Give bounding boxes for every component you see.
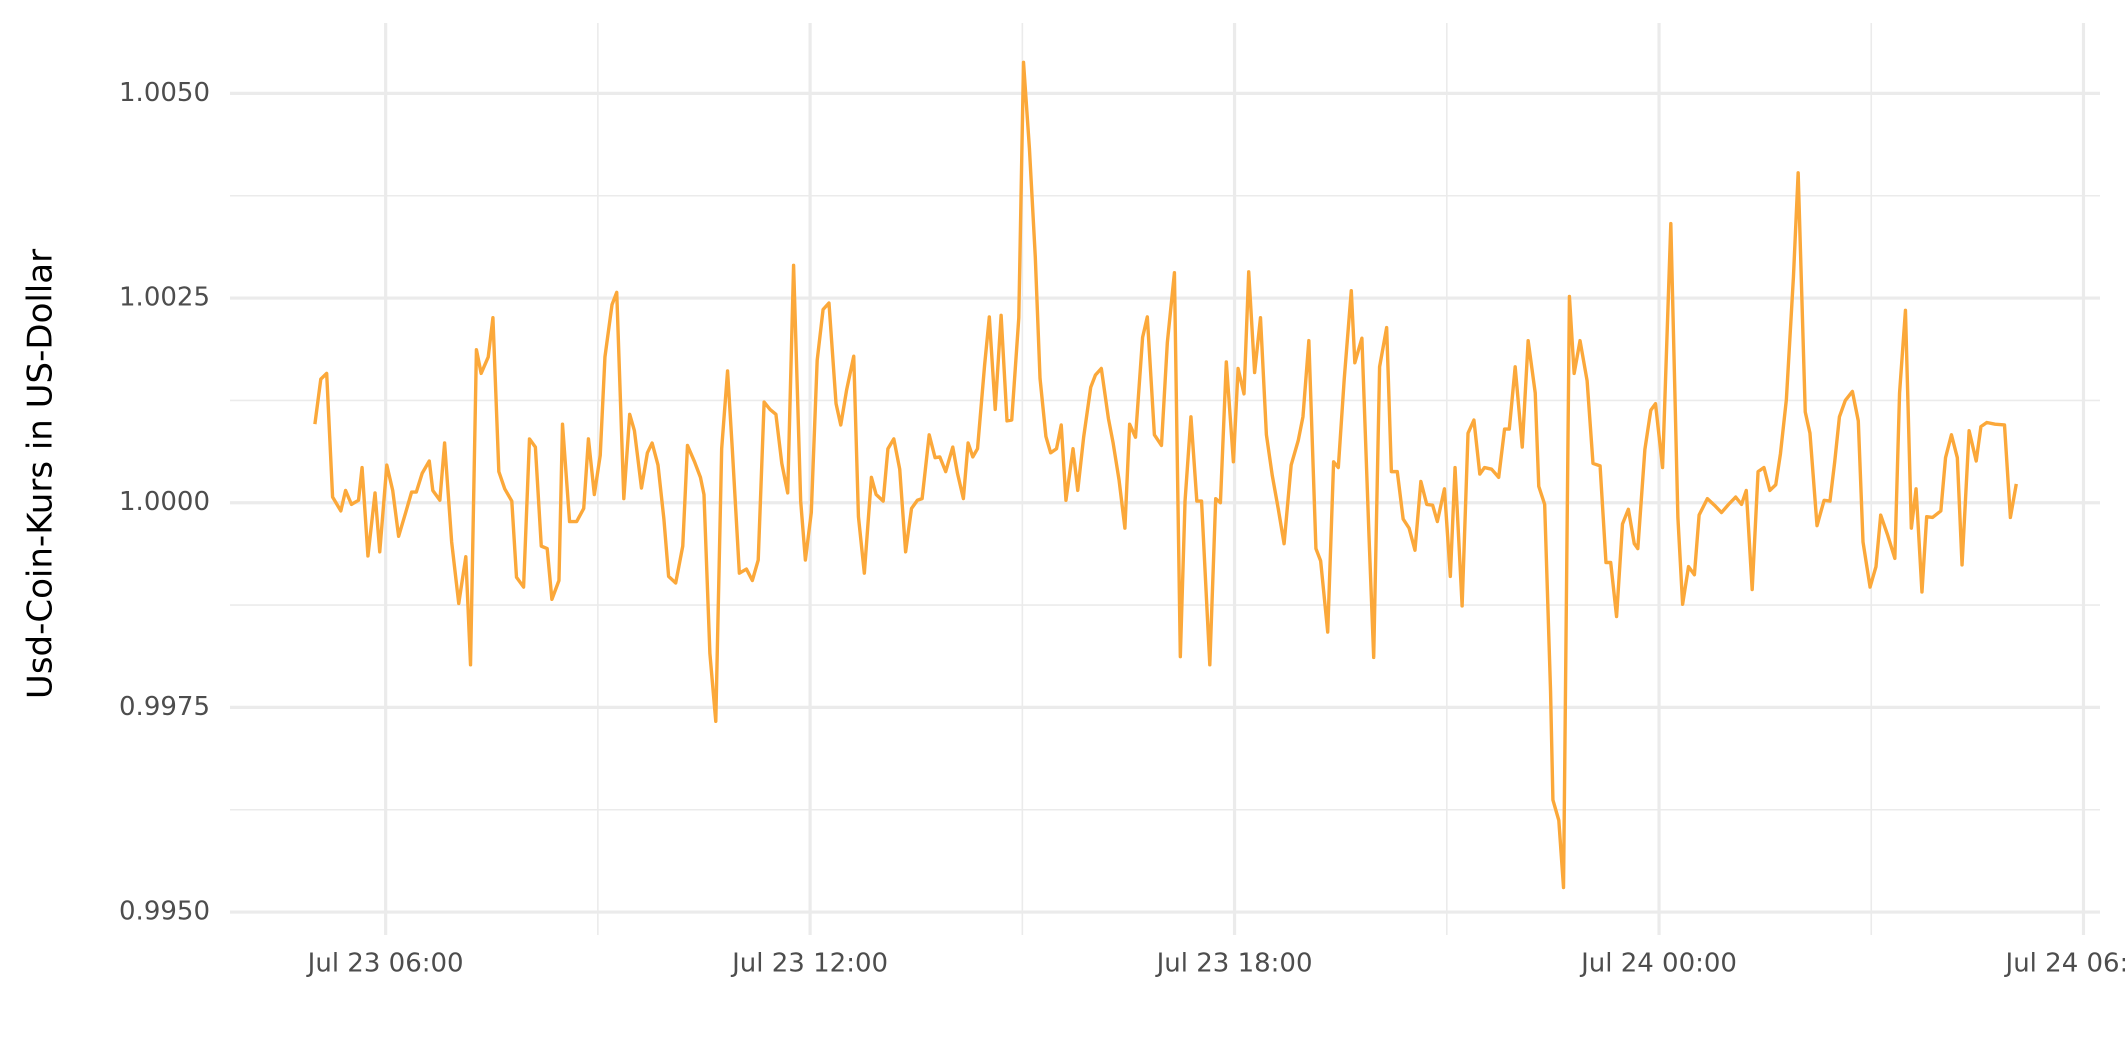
price-line — [313, 60, 2018, 890]
x-tick-label: Jul 24 00:00 — [1579, 949, 1737, 979]
y-tick-label: 1.0000 — [119, 487, 210, 517]
y-tick-label: 0.9950 — [119, 897, 210, 927]
y-tick-label: 0.9975 — [119, 692, 210, 722]
y-axis-title: Usd-Coin-Kurs in US-Dollar — [21, 249, 61, 699]
plot-area — [313, 60, 2018, 890]
y-tick-label: 1.0050 — [119, 78, 210, 108]
axis-labels: 0.9950 0.9975 1.0000 1.0025 1.0050 Jul 23 06:… — [119, 78, 2125, 979]
x-tick-label: Jul 24 06:00 — [2004, 949, 2125, 979]
y-tick-label: 1.0025 — [119, 283, 210, 313]
x-tick-label: Jul 23 06:00 — [306, 949, 464, 979]
x-tick-label: Jul 23 12:00 — [730, 949, 888, 979]
x-tick-label: Jul 23 18:00 — [1155, 949, 1313, 979]
